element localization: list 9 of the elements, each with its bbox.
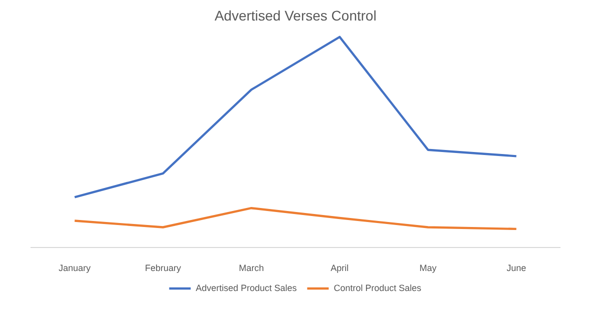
x-tick-label: February [144, 263, 182, 274]
x-tick-label: April [330, 263, 349, 274]
x-tick-label: June [506, 263, 526, 274]
x-tick-label: May [420, 263, 437, 274]
chart-title: Advertised Verses Control [214, 8, 376, 24]
x-tick-label: January [58, 263, 92, 274]
legend-label: Advertised Product Sales [196, 283, 297, 293]
x-tick-label: March [238, 263, 264, 274]
legend-label: Control Product Sales [334, 283, 422, 293]
